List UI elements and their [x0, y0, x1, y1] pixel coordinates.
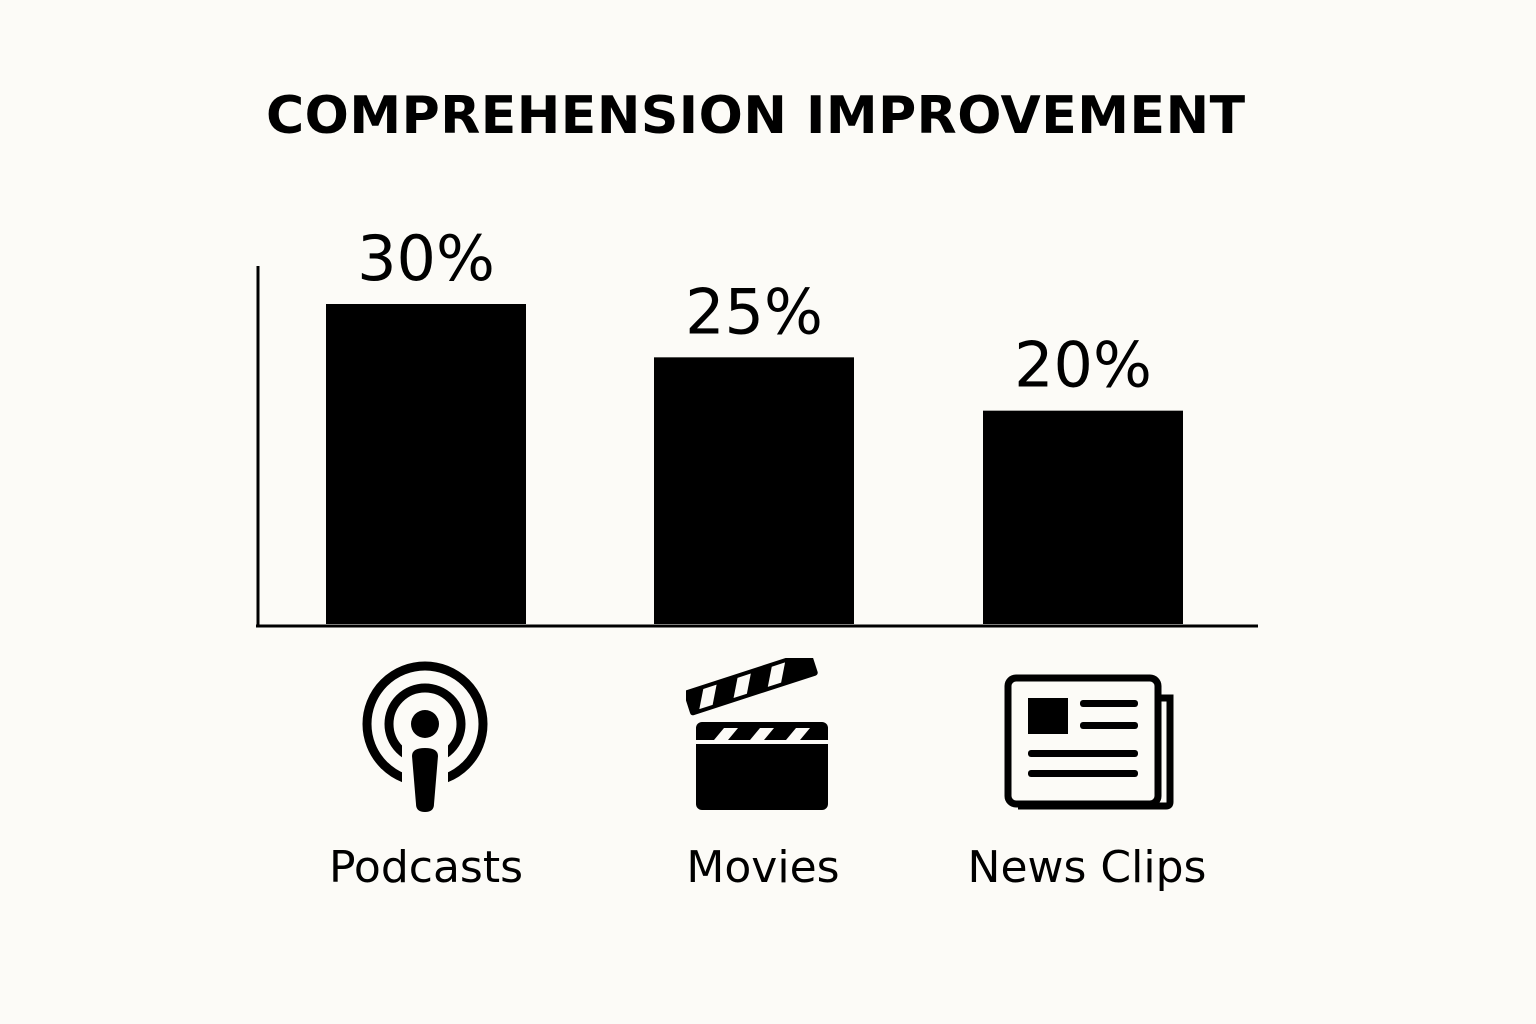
clapperboard-icon: [686, 658, 828, 810]
chart-title: COMPREHENSION IMPROVEMENT: [266, 86, 1246, 146]
category-label-movies: Movies: [686, 842, 840, 893]
bar-podcasts: [326, 304, 526, 624]
bar-movies: [654, 357, 854, 624]
value-label-podcasts: 30%: [357, 222, 495, 295]
value-label-news-clips: 20%: [1014, 329, 1152, 402]
newspaper-icon: [1004, 674, 1174, 810]
category-label-news-clips: News Clips: [967, 842, 1207, 893]
podcast-icon: [362, 661, 488, 812]
bar-news-clips: [983, 410, 1183, 624]
category-label-podcasts: Podcasts: [328, 842, 524, 893]
value-label-movies: 25%: [685, 275, 823, 348]
